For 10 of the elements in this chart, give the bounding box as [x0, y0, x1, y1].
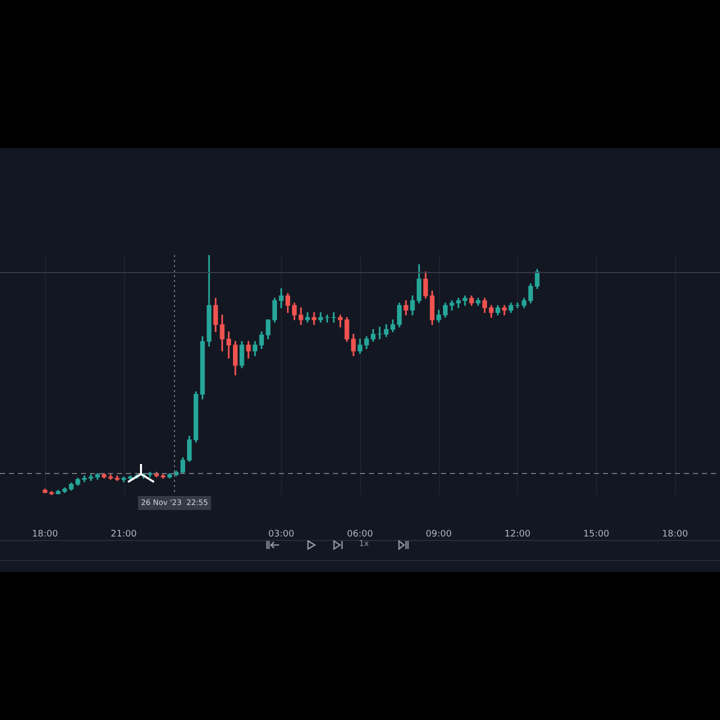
x-tick-label: 15:00 [583, 530, 610, 540]
x-tick-label: 06:00 [347, 530, 374, 540]
x-tick-label: 18:00 [32, 530, 58, 540]
x-tick-label: 09:00 [426, 530, 452, 540]
x-tick-label: 12:00 [504, 530, 531, 540]
candlestick [312, 312, 316, 325]
x-tick-label: 03:00 [268, 530, 294, 540]
x-tick-label: 21:00 [110, 530, 137, 540]
x-tick-label: 18:00 [662, 530, 688, 540]
text: 1x [359, 539, 369, 548]
